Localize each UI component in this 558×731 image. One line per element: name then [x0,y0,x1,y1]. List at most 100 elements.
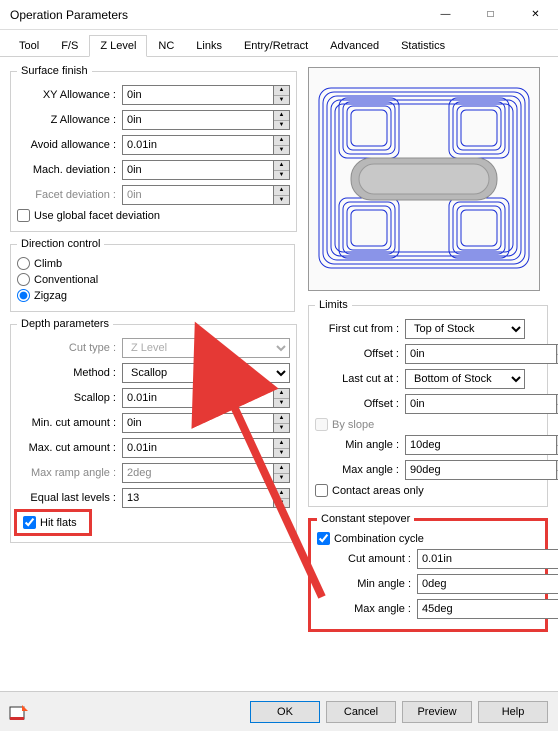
equal-last-label: Equal last levels : [17,492,122,504]
facet-deviation-input [122,185,274,205]
mach-deviation-input[interactable] [122,160,274,180]
tab-statistics[interactable]: Statistics [390,35,456,57]
xy-allowance-input[interactable] [122,85,274,105]
cs-max-angle-label: Max angle : [317,603,417,615]
limits-max-angle-input[interactable] [405,460,557,480]
use-global-facet-checkbox[interactable] [17,209,30,222]
z-allowance-label: Z Allowance : [17,114,122,126]
limits-min-angle-label: Min angle : [329,439,405,451]
minimize-button[interactable]: — [423,0,468,30]
hit-flats-label: Hit flats [40,517,77,529]
equal-last-input[interactable] [122,488,274,508]
avoid-allowance-label: Avoid allowance : [17,139,122,151]
scallop-spinner[interactable]: ▲▼ [274,388,290,408]
min-cut-label: Min. cut amount : [17,417,122,429]
maximize-button[interactable]: □ [468,0,513,30]
zigzag-label: Zigzag [34,290,67,302]
conventional-radio[interactable] [17,273,30,286]
offset2-input[interactable] [405,394,557,414]
max-cut-label: Max. cut amount : [17,442,122,454]
z-allowance-spinner[interactable]: ▲▼ [274,110,290,130]
method-select[interactable]: Scallop [122,363,290,383]
climb-radio[interactable] [17,257,30,270]
scallop-label: Scallop : [17,392,122,404]
avoid-allowance-spinner[interactable]: ▲▼ [274,135,290,155]
hit-flats-checkbox[interactable] [23,516,36,529]
offset1-label: Offset : [315,348,405,360]
scallop-input[interactable] [122,388,274,408]
cs-cut-amount-input[interactable] [417,549,558,569]
last-cut-at-label: Last cut at : [315,373,405,385]
depth-parameters-group: Depth parameters Cut type : Z Level Meth… [10,318,297,543]
direction-control-legend: Direction control [17,238,104,250]
depth-parameters-legend: Depth parameters [17,318,113,330]
tab-nc[interactable]: NC [147,35,185,57]
equal-last-spinner[interactable]: ▲▼ [274,488,290,508]
toolpath-preview [308,67,540,291]
cut-type-label: Cut type : [17,342,122,354]
offset2-label: Offset : [315,398,405,410]
direction-control-group: Direction control Climb Conventional Zig… [10,238,295,312]
max-cut-spinner[interactable]: ▲▼ [274,438,290,458]
close-button[interactable]: ✕ [513,0,558,30]
combination-cycle-label: Combination cycle [334,533,424,545]
help-button[interactable]: Help [478,701,548,723]
tab-zlevel[interactable]: Z Level [89,35,147,57]
surface-finish-group: Surface finish XY Allowance : ▲▼ Z Allow… [10,65,297,232]
climb-label: Climb [34,258,62,270]
min-cut-spinner[interactable]: ▲▼ [274,413,290,433]
limits-group: Limits First cut from : Top of Stock Off… [308,299,548,507]
tab-links[interactable]: Links [185,35,233,57]
method-label: Method : [17,367,122,379]
cut-type-select: Z Level [122,338,290,358]
facet-deviation-label: Facet deviation : [17,189,122,201]
titlebar: Operation Parameters — □ ✕ [0,0,558,30]
contact-only-label: Contact areas only [332,485,424,497]
max-ramp-label: Max ramp angle : [17,467,122,479]
xy-allowance-spinner[interactable]: ▲▼ [274,85,290,105]
tab-fs[interactable]: F/S [50,35,89,57]
contact-only-checkbox[interactable] [315,484,328,497]
first-cut-from-select[interactable]: Top of Stock [405,319,525,339]
max-ramp-spinner: ▲▼ [274,463,290,483]
limits-legend: Limits [315,299,352,311]
by-slope-label: By slope [332,419,374,431]
z-allowance-input[interactable] [122,110,274,130]
ok-button[interactable]: OK [250,701,320,723]
toolbar-icon[interactable] [8,703,30,725]
use-global-facet-label: Use global facet deviation [34,210,160,222]
mach-deviation-spinner[interactable]: ▲▼ [274,160,290,180]
min-cut-input[interactable] [122,413,274,433]
window-title: Operation Parameters [10,8,423,22]
limits-max-angle-label: Max angle : [329,464,405,476]
last-cut-at-select[interactable]: Bottom of Stock [405,369,525,389]
max-cut-input[interactable] [122,438,274,458]
cancel-button[interactable]: Cancel [326,701,396,723]
cs-min-angle-label: Min angle : [317,578,417,590]
conventional-label: Conventional [34,274,98,286]
cs-cut-amount-label: Cut amount : [317,553,417,565]
avoid-allowance-input[interactable] [122,135,274,155]
hit-flats-highlight: Hit flats [17,512,89,533]
combination-cycle-checkbox[interactable] [317,532,330,545]
tab-strip: Tool F/S Z Level NC Links Entry/Retract … [0,30,558,57]
limits-min-angle-input[interactable] [405,435,557,455]
tab-advanced[interactable]: Advanced [319,35,390,57]
offset1-input[interactable] [405,344,557,364]
tab-entryretract[interactable]: Entry/Retract [233,35,319,57]
cs-max-angle-input[interactable] [417,599,558,619]
by-slope-checkbox [315,418,328,431]
first-cut-from-label: First cut from : [315,323,405,335]
xy-allowance-label: XY Allowance : [17,89,122,101]
constant-stepover-legend: Constant stepover [317,513,414,525]
tab-tool[interactable]: Tool [8,35,50,57]
max-ramp-input [122,463,274,483]
zigzag-radio[interactable] [17,289,30,302]
surface-finish-legend: Surface finish [17,65,92,77]
dialog-button-bar: OK Cancel Preview Help [0,691,558,731]
preview-svg [309,68,539,290]
constant-stepover-group: Constant stepover Combination cycle Cut … [308,513,548,632]
facet-deviation-spinner: ▲▼ [274,185,290,205]
cs-min-angle-input[interactable] [417,574,558,594]
preview-button[interactable]: Preview [402,701,472,723]
